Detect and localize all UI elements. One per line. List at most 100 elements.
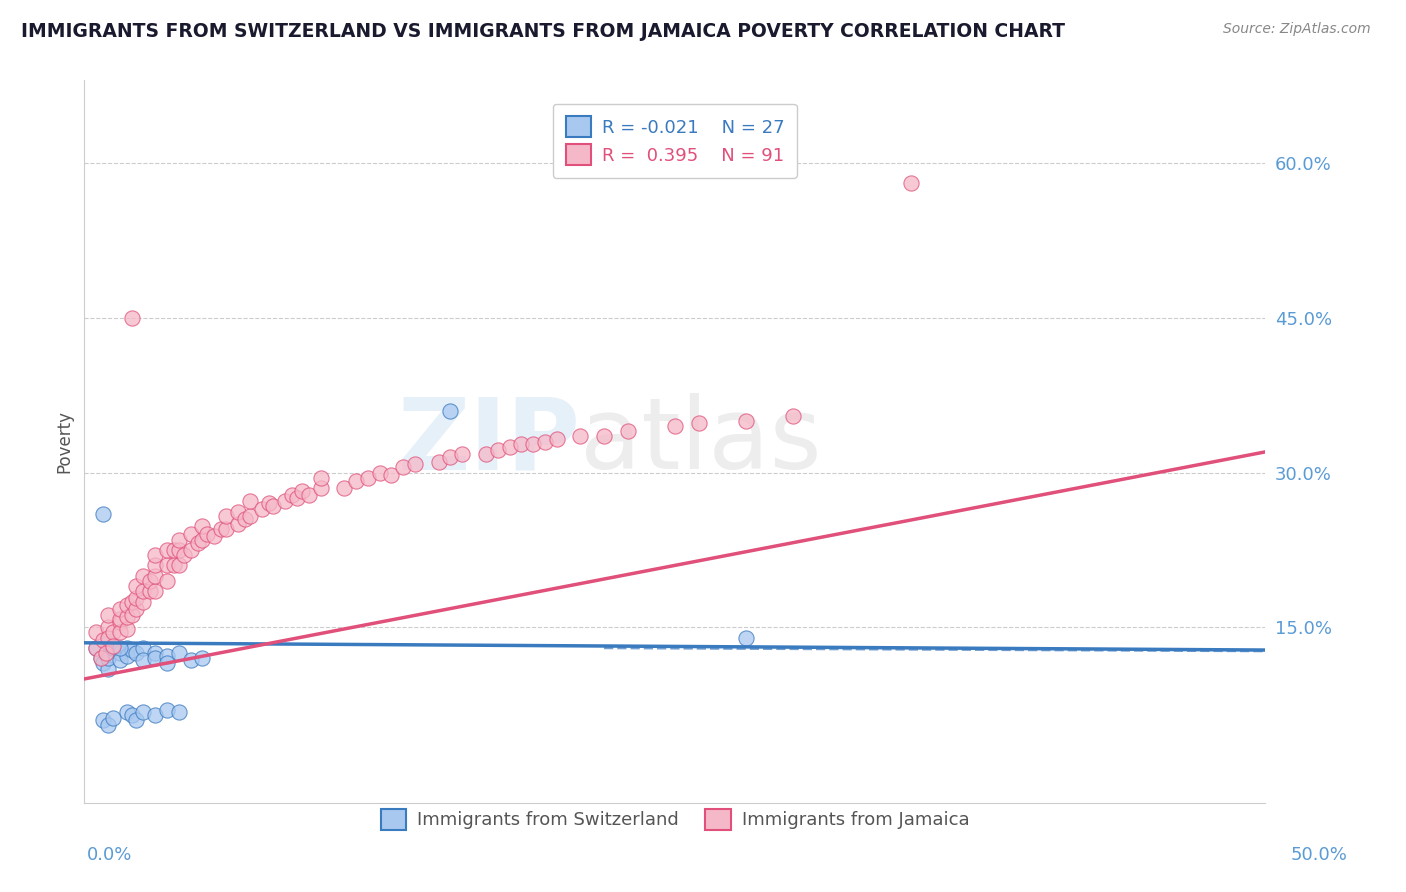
Legend: Immigrants from Switzerland, Immigrants from Jamaica: Immigrants from Switzerland, Immigrants …: [374, 802, 976, 837]
Point: [143, 558, 166, 573]
Point: [156, 703, 179, 717]
Point: [84, 640, 107, 655]
Point: [180, 542, 202, 557]
Point: [90, 651, 112, 665]
Point: [115, 610, 138, 624]
Point: [180, 653, 202, 667]
Point: [108, 625, 131, 640]
Point: [156, 657, 179, 671]
Point: [291, 484, 314, 499]
Point: [392, 460, 415, 475]
Point: [285, 491, 308, 506]
Point: [121, 643, 143, 657]
Point: [125, 646, 148, 660]
Point: [167, 705, 190, 719]
Point: [274, 494, 297, 508]
Point: [115, 649, 138, 664]
Point: [143, 651, 166, 665]
Point: [546, 433, 568, 447]
Point: [108, 646, 131, 660]
Point: [94, 646, 117, 660]
Point: [91, 632, 114, 647]
Point: [101, 625, 124, 640]
Point: [121, 607, 143, 622]
Point: [309, 471, 332, 485]
Point: [534, 434, 557, 449]
Point: [191, 519, 214, 533]
Point: [139, 574, 162, 588]
Point: [239, 508, 262, 523]
Point: [108, 601, 131, 615]
Point: [486, 442, 509, 457]
Point: [132, 640, 155, 655]
Point: [616, 424, 638, 438]
Text: ZIP: ZIP: [398, 393, 581, 490]
Point: [250, 501, 273, 516]
Point: [180, 527, 202, 541]
Point: [156, 542, 179, 557]
Point: [167, 542, 190, 557]
Point: [333, 481, 356, 495]
Point: [101, 711, 124, 725]
Point: [156, 558, 179, 573]
Point: [510, 436, 533, 450]
Point: [900, 177, 922, 191]
Point: [187, 535, 209, 549]
Point: [143, 646, 166, 660]
Point: [139, 584, 162, 599]
Point: [215, 522, 238, 536]
Point: [173, 548, 195, 562]
Point: [167, 646, 190, 660]
Point: [97, 620, 120, 634]
Point: [125, 579, 148, 593]
Point: [734, 631, 756, 645]
Point: [91, 657, 114, 671]
Point: [115, 640, 138, 655]
Point: [132, 653, 155, 667]
Point: [94, 646, 117, 660]
Point: [298, 488, 321, 502]
Point: [84, 625, 107, 640]
Point: [108, 612, 131, 626]
Point: [427, 455, 450, 469]
Point: [233, 512, 256, 526]
Point: [143, 548, 166, 562]
Point: [101, 640, 124, 655]
Point: [163, 542, 186, 557]
Point: [404, 457, 426, 471]
Point: [97, 651, 120, 665]
Point: [108, 653, 131, 667]
Point: [281, 488, 304, 502]
Point: [143, 568, 166, 582]
Point: [132, 568, 155, 582]
Point: [115, 623, 138, 637]
Point: [239, 494, 262, 508]
Point: [593, 429, 616, 443]
Point: [101, 639, 124, 653]
Point: [115, 705, 138, 719]
Point: [108, 640, 131, 655]
Point: [132, 594, 155, 608]
Point: [257, 496, 280, 510]
Point: [191, 651, 214, 665]
Point: [688, 416, 710, 430]
Point: [97, 718, 120, 732]
Text: IMMIGRANTS FROM SWITZERLAND VS IMMIGRANTS FROM JAMAICA POVERTY CORRELATION CHART: IMMIGRANTS FROM SWITZERLAND VS IMMIGRANT…: [21, 22, 1066, 41]
Text: atlas: atlas: [581, 393, 823, 490]
Point: [125, 591, 148, 606]
Point: [498, 440, 520, 454]
Point: [191, 533, 214, 547]
Text: 50.0%: 50.0%: [1291, 846, 1347, 863]
Point: [156, 649, 179, 664]
Point: [309, 481, 332, 495]
Point: [209, 522, 232, 536]
Point: [97, 662, 120, 676]
Point: [734, 414, 756, 428]
Point: [143, 584, 166, 599]
Point: [97, 636, 120, 650]
Point: [84, 640, 107, 655]
Point: [226, 505, 249, 519]
Point: [202, 529, 225, 543]
Text: 0.0%: 0.0%: [87, 846, 132, 863]
Point: [156, 574, 179, 588]
